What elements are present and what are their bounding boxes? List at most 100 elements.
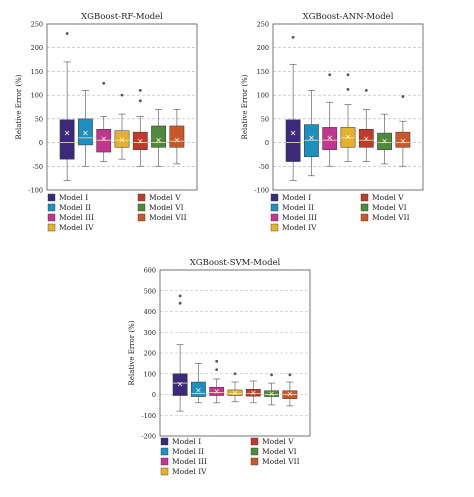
legend-swatch [270, 213, 279, 222]
outlier-point [215, 359, 219, 363]
outlier-point [102, 81, 106, 85]
legend-swatch [137, 203, 146, 212]
y-tick-label: 200 [31, 44, 43, 52]
legend-label: Model IV [282, 223, 317, 232]
y-tick-label: -100 [28, 187, 43, 195]
outlier-point [138, 99, 142, 103]
box-3 [322, 73, 338, 167]
legend-item-3: Model III [270, 213, 317, 222]
box-2 [304, 90, 319, 177]
legend-item-4: Model IV [47, 223, 94, 232]
box-7 [395, 95, 411, 167]
legend-item-4: Model IV [270, 223, 317, 232]
legend-label: Model VII [149, 213, 187, 222]
y-axis-label: Relative Error (%) [128, 320, 136, 385]
legend-item-4: Model IV [160, 467, 207, 476]
y-tick-label: 300 [144, 329, 156, 337]
mean-marker [309, 135, 314, 141]
box-body [169, 125, 185, 148]
y-axis-label: Relative Error (%) [15, 74, 23, 139]
box-3 [96, 81, 112, 162]
y-tick-label: 0 [152, 391, 156, 399]
mean-marker [101, 136, 106, 142]
box-6 [377, 113, 392, 165]
legend-label: Model VII [262, 457, 300, 466]
legend-item-3: Model III [47, 213, 94, 222]
legend-swatch [47, 203, 56, 212]
legend-swatch [137, 193, 146, 202]
legend-label: Model IV [59, 223, 94, 232]
outlier-point [401, 95, 405, 98]
legend-swatch [160, 447, 169, 456]
legend-label: Model II [282, 203, 314, 212]
y-tick-label: -100 [141, 412, 156, 420]
mean-marker [269, 391, 274, 397]
legend-item-2: Model II [270, 203, 314, 212]
y-tick-label: 200 [257, 44, 269, 52]
y-tick-label: 0 [39, 139, 43, 147]
legend-label: Model VII [372, 213, 410, 222]
box-3 [209, 359, 225, 404]
outlier-point [291, 35, 295, 39]
legend-item-7: Model VII [360, 213, 410, 222]
y-tick-label: -200 [141, 433, 156, 441]
legend-swatch [250, 457, 259, 466]
legend-item-7: Model VII [250, 457, 300, 466]
outlier-point [138, 89, 142, 92]
legend-item-3: Model III [160, 457, 207, 466]
box-6 [264, 373, 279, 406]
y-tick-label: 100 [31, 92, 43, 100]
legend-item-6: Model VI [250, 447, 297, 456]
mean-marker [174, 137, 180, 143]
y-tick-label: 250 [31, 21, 43, 29]
legend-label: Model I [172, 437, 201, 446]
y-tick-label: 250 [257, 21, 269, 29]
mean-marker [138, 138, 143, 144]
box-1 [172, 294, 188, 412]
y-tick-label: 150 [31, 68, 43, 76]
mean-marker [327, 135, 332, 141]
box-7 [282, 373, 298, 407]
mean-marker [400, 138, 406, 144]
legend-item-1: Model I [160, 437, 201, 446]
legend-swatch [47, 213, 56, 222]
legend-item-5: Model V [250, 437, 294, 446]
box-body [322, 127, 338, 150]
box-body [285, 119, 301, 162]
legend-label: Model III [172, 457, 207, 466]
mean-marker [64, 130, 70, 136]
mean-marker [251, 390, 256, 396]
legend-swatch [270, 223, 279, 232]
mean-marker [345, 134, 351, 140]
legend-item-6: Model VI [360, 203, 407, 212]
box-5 [245, 380, 261, 404]
outlier-point [364, 89, 368, 92]
legend-label: Model III [282, 213, 317, 222]
legend-swatch [250, 447, 259, 456]
legend-swatch [160, 467, 169, 476]
mean-marker [364, 136, 369, 142]
legend-swatch [47, 223, 56, 232]
legend-swatch [270, 203, 279, 212]
legend-item-2: Model II [160, 447, 204, 456]
legend-swatch [160, 437, 169, 446]
box-6 [151, 109, 166, 167]
outlier-point [65, 32, 69, 35]
legend-item-5: Model V [360, 193, 404, 202]
y-tick-label: 150 [257, 68, 269, 76]
chart-title: XGBoost-ANN-Model [303, 12, 394, 22]
box-5 [132, 89, 148, 167]
outlier-point [328, 73, 332, 77]
mean-marker [232, 390, 238, 396]
legend-label: Model I [59, 193, 88, 202]
outlier-point [178, 294, 182, 298]
y-tick-label: 600 [144, 267, 156, 275]
mean-marker [290, 130, 296, 136]
box-body [114, 130, 130, 148]
outlier-point [120, 93, 124, 97]
legend-label: Model VI [262, 447, 297, 456]
legend-label: Model II [59, 203, 91, 212]
